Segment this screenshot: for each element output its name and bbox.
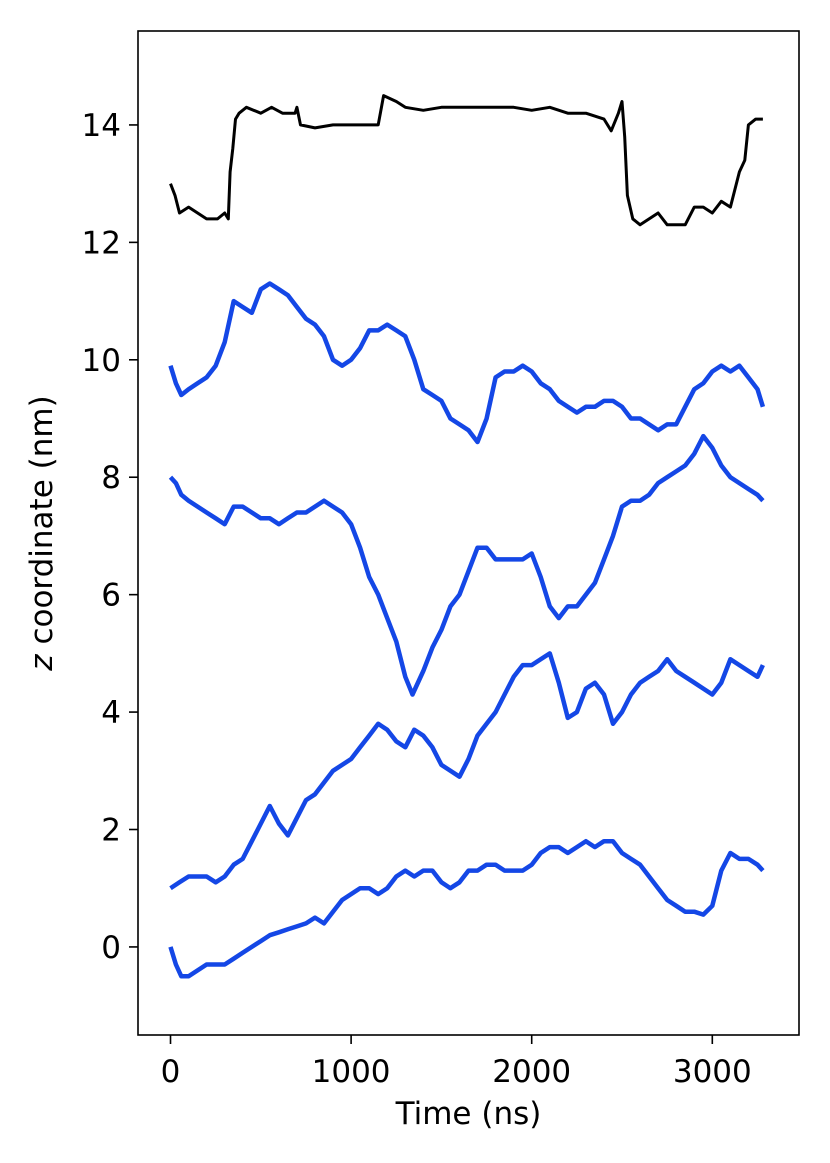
series-line-4 xyxy=(169,651,765,891)
y-tick-label: 4 xyxy=(101,695,121,731)
series-line-3 xyxy=(168,433,765,697)
x-tick-label: 3000 xyxy=(673,1054,752,1090)
y-tick-label: 14 xyxy=(82,108,121,144)
y-tick-label: 12 xyxy=(82,225,121,261)
series-line-1 xyxy=(169,94,763,227)
y-tick-label: 8 xyxy=(101,460,121,496)
y-axis-label-variable: z xyxy=(24,654,60,672)
y-axis: 0 2 4 6 8 10 12 14 xyxy=(82,108,138,966)
series-line-5 xyxy=(168,838,765,979)
series-layer xyxy=(168,94,766,979)
x-tick-label: 0 xyxy=(161,1054,181,1090)
series-line-2 xyxy=(168,281,766,445)
y-axis-label: z coordinate (nm) xyxy=(24,395,60,671)
x-axis: 0 1000 2000 3000 xyxy=(161,1035,752,1090)
y-tick-label: 6 xyxy=(101,578,121,614)
x-axis-label: Time (ns) xyxy=(395,1096,542,1132)
x-tick-label: 2000 xyxy=(492,1054,571,1090)
y-tick-label: 0 xyxy=(101,930,121,966)
x-tick-label: 1000 xyxy=(312,1054,391,1090)
y-tick-label: 10 xyxy=(82,343,121,379)
y-axis-label-text: coordinate (nm) xyxy=(24,395,60,654)
plot-frame xyxy=(137,30,800,1036)
y-tick-label: 2 xyxy=(101,813,121,849)
